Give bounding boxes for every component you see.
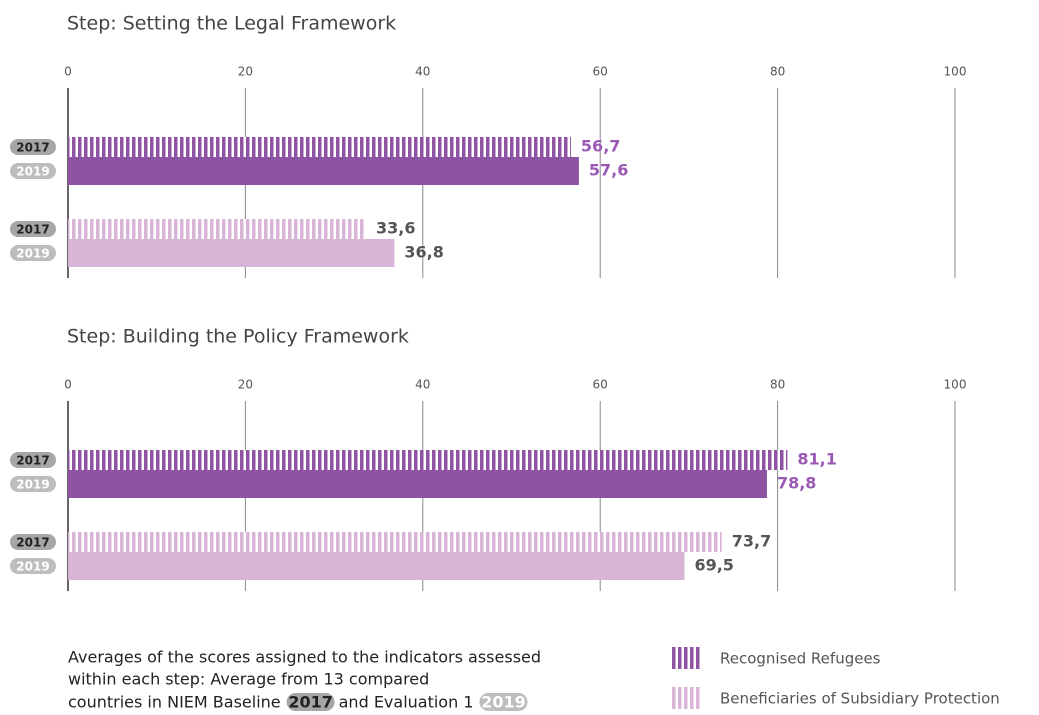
note-badge — [286, 693, 335, 711]
x-tick-label: 100 — [944, 378, 967, 392]
chart-title: Step: Setting the Legal Framework — [67, 13, 396, 35]
x-tick-label: 80 — [770, 65, 785, 79]
year-badge — [10, 163, 56, 179]
x-tick-label: 20 — [238, 378, 253, 392]
year-badge — [10, 476, 56, 492]
note-text: and Evaluation 1 — [339, 693, 474, 712]
x-tick-label: 0 — [64, 378, 72, 392]
x-tick-label: 20 — [238, 65, 253, 79]
bar — [68, 532, 722, 552]
note-text: countries in NIEM Baseline — [68, 693, 281, 712]
year-badge — [10, 245, 56, 261]
year-badge — [10, 558, 56, 574]
note-year: 2017 — [288, 693, 333, 712]
legend-label: Recognised Refugees — [720, 650, 881, 668]
bar — [68, 157, 579, 185]
value-label: 73,7 — [732, 532, 771, 551]
bar — [68, 470, 767, 498]
bar — [68, 450, 788, 470]
year-label: 2019 — [16, 478, 49, 492]
legend-label: Beneficiaries of Subsidiary Protection — [720, 690, 1000, 708]
legend-swatch — [670, 687, 702, 709]
year-badge — [10, 139, 56, 155]
x-tick-label: 40 — [415, 65, 430, 79]
bar — [68, 552, 685, 580]
x-tick-label: 0 — [64, 65, 72, 79]
value-label: 78,8 — [777, 474, 816, 493]
x-tick-label: 60 — [593, 65, 608, 79]
value-label: 33,6 — [376, 219, 415, 238]
year-label: 2019 — [16, 247, 49, 261]
note-text: Averages of the scores assigned to the i… — [68, 648, 541, 667]
value-label: 57,6 — [589, 161, 628, 180]
note-badge — [479, 693, 528, 711]
bar — [68, 219, 367, 239]
note-year: 2019 — [481, 693, 526, 712]
x-tick-label: 40 — [415, 378, 430, 392]
year-label: 2019 — [16, 560, 49, 574]
year-badge — [10, 452, 56, 468]
year-label: 2017 — [16, 536, 49, 550]
year-label: 2017 — [16, 223, 49, 237]
x-tick-label: 80 — [770, 378, 785, 392]
chart-title: Step: Building the Policy Framework — [67, 326, 409, 348]
value-label: 81,1 — [797, 450, 836, 469]
note-text: within each step: Average from 13 compar… — [68, 670, 429, 689]
year-label: 2017 — [16, 454, 49, 468]
year-badge — [10, 221, 56, 237]
legend-swatch — [670, 647, 702, 669]
bar — [68, 239, 395, 267]
year-label: 2019 — [16, 165, 49, 179]
x-tick-label: 60 — [593, 378, 608, 392]
value-label: 69,5 — [694, 556, 733, 575]
x-tick-label: 100 — [944, 65, 967, 79]
value-label: 36,8 — [404, 243, 443, 262]
year-label: 2017 — [16, 141, 49, 155]
year-badge — [10, 534, 56, 550]
bar — [68, 137, 571, 157]
value-label: 56,7 — [581, 137, 620, 156]
